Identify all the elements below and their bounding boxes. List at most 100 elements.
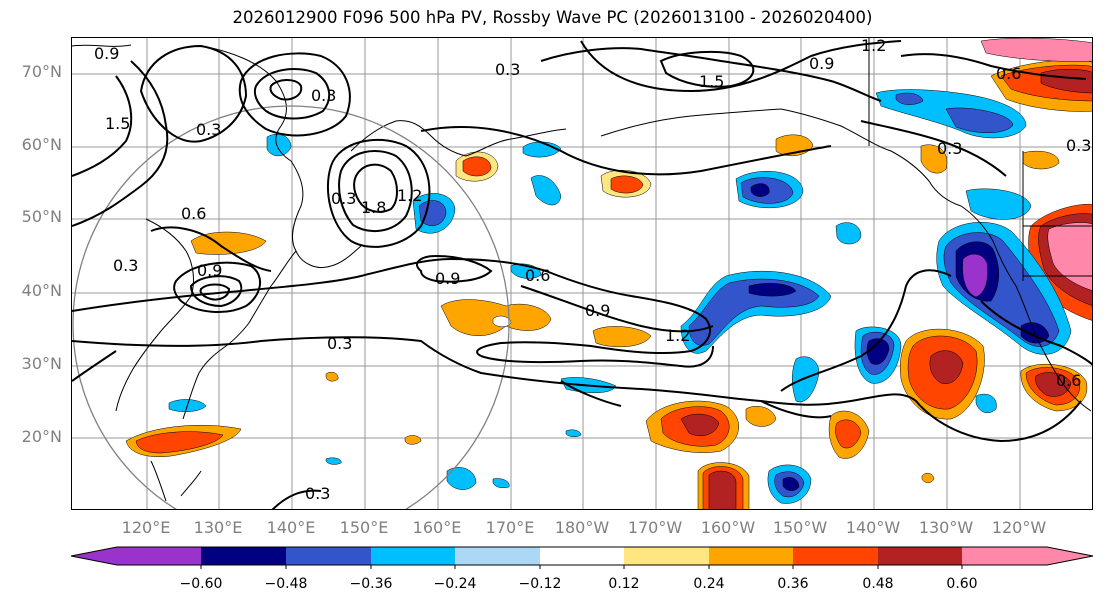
coastline	[350, 120, 467, 157]
coastline	[960, 205, 1017, 287]
contour-labels: 1.2 0.9 0.6 1.5 0.3 0.3 1.5 0.3 1.8 1.2 …	[94, 38, 1091, 503]
colorbar-tick-label: −0.48	[264, 576, 308, 592]
anomaly-shading	[975, 393, 997, 414]
contour-line	[271, 489, 322, 509]
anomaly-shading	[835, 222, 862, 245]
anomaly-shading	[792, 356, 820, 403]
coastline	[115, 330, 162, 412]
colorbar-segment	[201, 547, 286, 565]
contour-label: 0.3	[311, 86, 336, 105]
pv-contours	[72, 40, 1092, 509]
colorbar-segment	[286, 547, 371, 565]
coastline	[150, 460, 167, 502]
contour-line	[189, 275, 243, 308]
anomaly-shading	[745, 406, 777, 427]
anomaly-shading	[325, 371, 339, 382]
map-panel: 1.2 0.9 0.6 1.5 0.3 0.3 1.5 0.3 1.8 1.2 …	[71, 37, 1093, 510]
colorbar-tick-label: 0.24	[693, 576, 725, 592]
anomaly-shading	[565, 429, 582, 438]
colorbar-segment	[962, 547, 1093, 565]
contour-label: 0.3	[1066, 136, 1091, 155]
anomaly-shading	[492, 478, 510, 489]
colorbar-tick-label: −0.36	[349, 576, 393, 592]
contour-line	[780, 269, 952, 392]
anomaly-shading	[522, 141, 562, 158]
anomaly-shading	[962, 253, 988, 298]
contour-line	[540, 47, 882, 102]
contour-label: 1.2	[861, 38, 886, 55]
colorbar-tick-label: −0.12	[518, 576, 562, 592]
anomaly-shading	[680, 413, 720, 436]
coastline	[182, 345, 227, 420]
lat-label-70n: 70°N	[21, 62, 62, 81]
contour-line	[980, 300, 1092, 366]
contour-line	[139, 44, 248, 143]
contour-line	[173, 261, 261, 313]
contour-label: 0.3	[196, 120, 221, 139]
contour-line	[72, 60, 169, 227]
anomaly-shading	[748, 283, 797, 297]
colorbar	[70, 546, 1094, 569]
lon-label: 130°E	[193, 518, 243, 537]
coastline	[180, 470, 202, 497]
contour-label: 0.3	[331, 189, 356, 208]
contour-line	[900, 53, 1087, 80]
contour-label: 0.3	[113, 256, 138, 275]
lon-label: 160°W	[700, 518, 756, 537]
coastlines	[72, 38, 1092, 502]
anomaly-shading	[945, 107, 1014, 133]
anomaly-shading	[782, 477, 800, 491]
lon-label: 180°W	[554, 518, 610, 537]
anomaly-shading	[446, 467, 477, 490]
lat-label-50n: 50°N	[21, 207, 62, 226]
anomaly-shading	[980, 38, 1092, 62]
contour-line	[72, 75, 133, 177]
coastline	[225, 250, 297, 347]
contour-line	[72, 257, 711, 357]
coastline	[600, 108, 782, 137]
contour-line	[416, 254, 493, 283]
colorbar-tick-label: 0.36	[777, 576, 809, 592]
colorbar-tick-label: 0.12	[608, 576, 640, 592]
anomaly-shading	[325, 457, 342, 465]
anomaly-shading	[592, 326, 652, 348]
coastline	[890, 150, 962, 207]
contour-line	[238, 52, 351, 137]
anomaly-shading	[921, 472, 935, 483]
lon-label: 170°W	[627, 518, 683, 537]
coastline	[465, 128, 567, 157]
colorbar-segment	[455, 547, 540, 565]
contour-line	[520, 285, 714, 333]
lat-label-20n: 20°N	[21, 427, 62, 446]
shaded-pv-anomalies	[125, 38, 1092, 509]
map-title: 2026012900 F096 500 hPa PV, Rossby Wave …	[232, 8, 873, 27]
lon-label: 140°W	[845, 518, 901, 537]
anomaly-shading	[920, 144, 948, 174]
contour-label: 0.9	[94, 44, 119, 63]
lat-label-30n: 30°N	[21, 354, 62, 373]
anomaly-shading	[895, 92, 924, 105]
contour-label: 0.9	[585, 301, 610, 320]
colorbar-outline	[70, 546, 1094, 566]
contour-label: 1.5	[105, 114, 130, 133]
contour-line	[560, 380, 622, 407]
colorbar-segment	[624, 547, 709, 565]
lon-label: 170°E	[485, 518, 535, 537]
contour-label: 0.3	[305, 484, 330, 503]
colorbar-segment	[709, 547, 793, 565]
contour-label: 0.9	[435, 269, 460, 288]
contour-line	[253, 68, 331, 120]
colorbar-segment	[793, 547, 878, 565]
colorbar-tick-label: 0.48	[862, 576, 894, 592]
anomaly-shading	[492, 315, 512, 327]
lon-label: 130°W	[918, 518, 974, 537]
coastline	[145, 218, 194, 332]
contour-line	[269, 79, 303, 101]
lon-label: 120°E	[121, 518, 171, 537]
contour-label: 0.3	[327, 334, 352, 353]
anomaly-shading	[929, 350, 964, 384]
lon-label: 140°E	[266, 518, 316, 537]
anomaly-shading	[835, 419, 862, 449]
contour-line	[150, 226, 272, 272]
lat-label-40n: 40°N	[21, 281, 62, 300]
